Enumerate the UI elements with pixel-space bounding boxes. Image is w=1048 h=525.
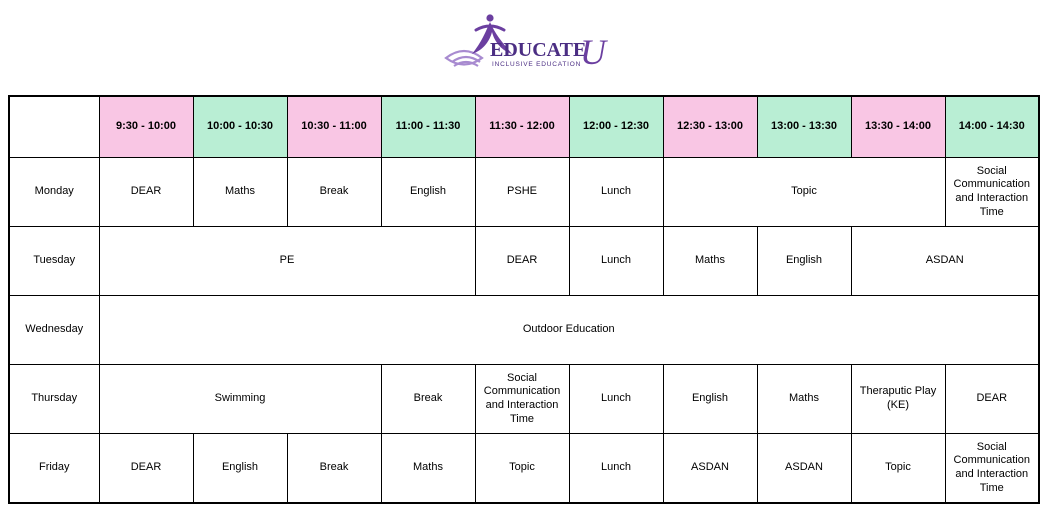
tue-c7: English bbox=[757, 227, 851, 296]
thu-c5: Lunch bbox=[569, 365, 663, 434]
mon-c6: Topic bbox=[663, 158, 945, 227]
fri-c7: ASDAN bbox=[757, 434, 851, 504]
timeslot-3: 11:00 - 11:30 bbox=[381, 96, 475, 158]
timeslot-9: 14:00 - 14:30 bbox=[945, 96, 1039, 158]
thu-c8: Theraputic Play (KE) bbox=[851, 365, 945, 434]
fri-c0: DEAR bbox=[99, 434, 193, 504]
header-corner bbox=[9, 96, 99, 158]
tue-c4: DEAR bbox=[475, 227, 569, 296]
wed-c0: Outdoor Education bbox=[99, 296, 1039, 365]
thu-c3: Break bbox=[381, 365, 475, 434]
row-thursday: Thursday Swimming Break Social Communica… bbox=[9, 365, 1039, 434]
thu-c9: DEAR bbox=[945, 365, 1039, 434]
header-row: 9:30 - 10:00 10:00 - 10:30 10:30 - 11:00… bbox=[9, 96, 1039, 158]
row-friday: Friday DEAR English Break Maths Topic Lu… bbox=[9, 434, 1039, 504]
mon-c0: DEAR bbox=[99, 158, 193, 227]
fri-c5: Lunch bbox=[569, 434, 663, 504]
row-wednesday: Wednesday Outdoor Education bbox=[9, 296, 1039, 365]
tue-c5: Lunch bbox=[569, 227, 663, 296]
timeslot-8: 13:30 - 14:00 bbox=[851, 96, 945, 158]
mon-c3: English bbox=[381, 158, 475, 227]
thu-c0: Swimming bbox=[99, 365, 381, 434]
day-label-fri: Friday bbox=[9, 434, 99, 504]
day-label-mon: Monday bbox=[9, 158, 99, 227]
mon-c2: Break bbox=[287, 158, 381, 227]
mon-c4: PSHE bbox=[475, 158, 569, 227]
timeslot-0: 9:30 - 10:00 bbox=[99, 96, 193, 158]
timeslot-5: 12:00 - 12:30 bbox=[569, 96, 663, 158]
fri-c2: Break bbox=[287, 434, 381, 504]
thu-c7: Maths bbox=[757, 365, 851, 434]
day-label-wed: Wednesday bbox=[9, 296, 99, 365]
logo-brand-main: EDUCATE bbox=[490, 39, 586, 61]
timeslot-6: 12:30 - 13:00 bbox=[663, 96, 757, 158]
mon-c9: Social Communication and Interaction Tim… bbox=[945, 158, 1039, 227]
tue-c0: PE bbox=[99, 227, 475, 296]
logo: EDUCATE U INCLUSIVE EDUCATION bbox=[8, 8, 1040, 89]
mon-c1: Maths bbox=[193, 158, 287, 227]
day-label-thu: Thursday bbox=[9, 365, 99, 434]
row-tuesday: Tuesday PE DEAR Lunch Maths English ASDA… bbox=[9, 227, 1039, 296]
timetable: 9:30 - 10:00 10:00 - 10:30 10:30 - 11:00… bbox=[8, 95, 1040, 504]
thu-c4: Social Communication and Interaction Tim… bbox=[475, 365, 569, 434]
tue-c8: ASDAN bbox=[851, 227, 1039, 296]
fri-c8: Topic bbox=[851, 434, 945, 504]
timeslot-7: 13:00 - 13:30 bbox=[757, 96, 851, 158]
timeslot-2: 10:30 - 11:00 bbox=[287, 96, 381, 158]
logo-brand-accent: U bbox=[580, 32, 608, 72]
timeslot-1: 10:00 - 10:30 bbox=[193, 96, 287, 158]
thu-c6: English bbox=[663, 365, 757, 434]
day-label-tue: Tuesday bbox=[9, 227, 99, 296]
fri-c4: Topic bbox=[475, 434, 569, 504]
row-monday: Monday DEAR Maths Break English PSHE Lun… bbox=[9, 158, 1039, 227]
fri-c1: English bbox=[193, 434, 287, 504]
logo-tagline: INCLUSIVE EDUCATION bbox=[492, 61, 581, 68]
timeslot-4: 11:30 - 12:00 bbox=[475, 96, 569, 158]
fri-c9: Social Communication and Interaction Tim… bbox=[945, 434, 1039, 504]
tue-c6: Maths bbox=[663, 227, 757, 296]
mon-c5: Lunch bbox=[569, 158, 663, 227]
fri-c3: Maths bbox=[381, 434, 475, 504]
fri-c6: ASDAN bbox=[663, 434, 757, 504]
